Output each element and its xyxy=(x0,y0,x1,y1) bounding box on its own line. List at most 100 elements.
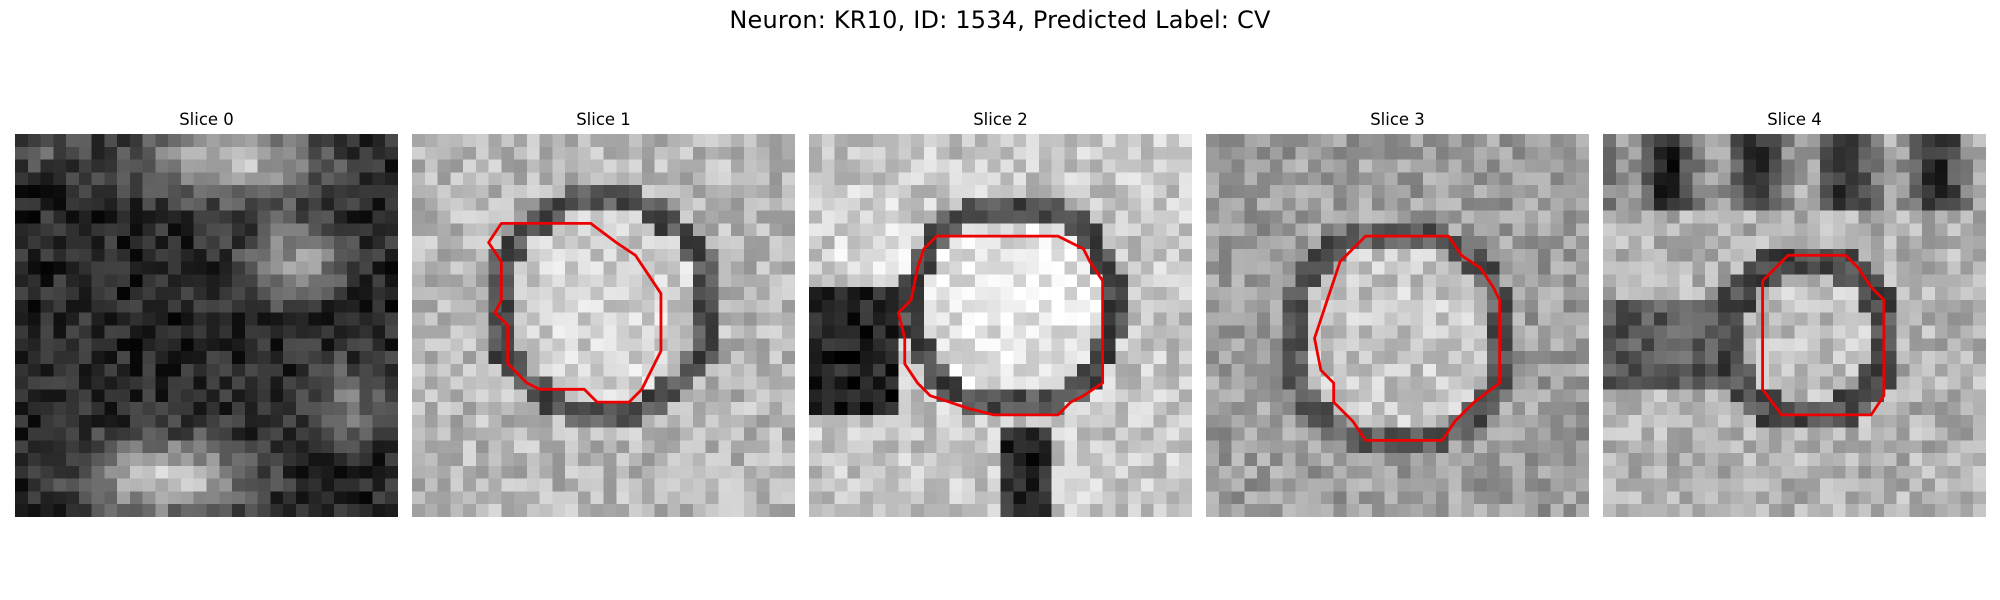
pixel xyxy=(949,159,963,173)
pixel xyxy=(1654,453,1668,467)
pixel xyxy=(450,440,464,454)
pixel xyxy=(1820,440,1834,454)
pixel xyxy=(412,197,426,211)
pixel xyxy=(1960,185,1974,199)
pixel xyxy=(1410,274,1424,288)
pixel xyxy=(437,504,451,517)
pixel xyxy=(756,351,770,365)
pixel xyxy=(1666,185,1680,199)
pixel xyxy=(514,440,528,454)
pixel xyxy=(860,299,874,313)
pixel xyxy=(1654,223,1668,237)
pixel xyxy=(1140,351,1154,365)
pixel xyxy=(577,299,591,313)
pixel xyxy=(129,172,143,186)
pixel xyxy=(1308,465,1322,479)
pixel xyxy=(359,363,373,377)
pixel xyxy=(949,248,963,262)
pixel xyxy=(346,134,360,148)
pixel xyxy=(66,274,80,288)
pixel xyxy=(769,465,783,479)
pixel xyxy=(654,491,668,505)
pixel xyxy=(129,223,143,237)
pixel xyxy=(142,389,156,403)
pixel xyxy=(821,248,835,262)
pixel xyxy=(1654,236,1668,250)
pixel xyxy=(1896,312,1910,326)
pixel xyxy=(1257,478,1271,492)
pixel xyxy=(463,172,477,186)
pixel xyxy=(898,465,912,479)
pixel xyxy=(514,185,528,199)
pixel xyxy=(104,287,118,301)
pixel xyxy=(475,376,489,390)
pixel xyxy=(1909,440,1923,454)
pixel xyxy=(1140,287,1154,301)
pixel xyxy=(1794,414,1808,428)
pixel xyxy=(1166,146,1180,160)
pixel xyxy=(1051,248,1065,262)
pixel xyxy=(1909,146,1923,160)
pixel xyxy=(1308,197,1322,211)
pixel xyxy=(463,440,477,454)
pixel xyxy=(1947,287,1961,301)
pixel xyxy=(424,351,438,365)
pixel xyxy=(1244,210,1258,224)
pixel xyxy=(1512,185,1526,199)
pixel xyxy=(15,478,29,492)
pixel xyxy=(1013,453,1027,467)
pixel xyxy=(1333,478,1347,492)
pixel xyxy=(1960,274,1974,288)
pixel xyxy=(1423,197,1437,211)
pixel xyxy=(1206,287,1220,301)
pixel xyxy=(1153,478,1167,492)
pixel xyxy=(1461,299,1475,313)
pixel xyxy=(1922,376,1936,390)
pixel xyxy=(78,159,92,173)
pixel xyxy=(270,389,284,403)
pixel xyxy=(1026,491,1040,505)
pixel xyxy=(539,338,553,352)
pixel xyxy=(334,134,348,148)
pixel xyxy=(321,287,335,301)
pixel xyxy=(1705,338,1719,352)
pixel xyxy=(1641,453,1655,467)
pixel xyxy=(1499,134,1513,148)
pixel xyxy=(641,478,655,492)
pixel xyxy=(308,376,322,390)
pixel xyxy=(718,504,732,517)
pixel xyxy=(1756,210,1770,224)
pixel xyxy=(1934,363,1948,377)
pixel xyxy=(206,351,220,365)
pixel xyxy=(257,376,271,390)
pixel xyxy=(475,363,489,377)
pixel xyxy=(1858,325,1872,339)
pixel xyxy=(295,376,309,390)
pixel xyxy=(718,402,732,416)
pixel xyxy=(1102,325,1116,339)
pixel xyxy=(270,376,284,390)
pixel xyxy=(1038,351,1052,365)
pixel xyxy=(1089,351,1103,365)
pixel xyxy=(1794,478,1808,492)
pixel xyxy=(1013,351,1027,365)
pixel xyxy=(1371,312,1385,326)
pixel xyxy=(244,274,258,288)
pixel xyxy=(1333,351,1347,365)
pixel xyxy=(565,504,579,517)
pixel xyxy=(911,325,925,339)
pixel xyxy=(923,197,937,211)
pixel xyxy=(168,236,182,250)
pixel xyxy=(1038,236,1052,250)
pixel xyxy=(552,223,566,237)
pixel xyxy=(142,287,156,301)
pixel xyxy=(1705,389,1719,403)
pixel xyxy=(898,504,912,517)
pixel xyxy=(1960,478,1974,492)
pixel xyxy=(1960,453,1974,467)
pixel xyxy=(1922,299,1936,313)
pixel xyxy=(1499,325,1513,339)
pixel xyxy=(142,453,156,467)
pixel xyxy=(117,465,131,479)
pixel xyxy=(1794,185,1808,199)
